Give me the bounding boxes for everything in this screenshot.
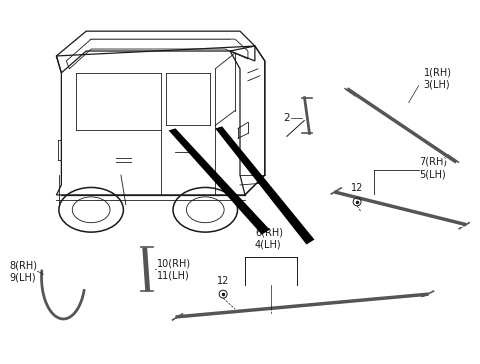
Text: 10(RH)
11(LH): 10(RH) 11(LH) [156, 258, 191, 281]
Text: 1(RH)
3(LH): 1(RH) 3(LH) [423, 68, 452, 90]
Text: 7(RH)
5(LH): 7(RH) 5(LH) [420, 157, 448, 179]
Polygon shape [168, 128, 270, 234]
Text: 6(RH)
4(LH): 6(RH) 4(LH) [255, 227, 283, 249]
Text: 2: 2 [283, 114, 289, 123]
Text: 12: 12 [351, 183, 363, 193]
Polygon shape [215, 126, 314, 245]
Text: 8(RH)
9(LH): 8(RH) 9(LH) [10, 260, 38, 282]
Text: 12: 12 [217, 276, 229, 286]
